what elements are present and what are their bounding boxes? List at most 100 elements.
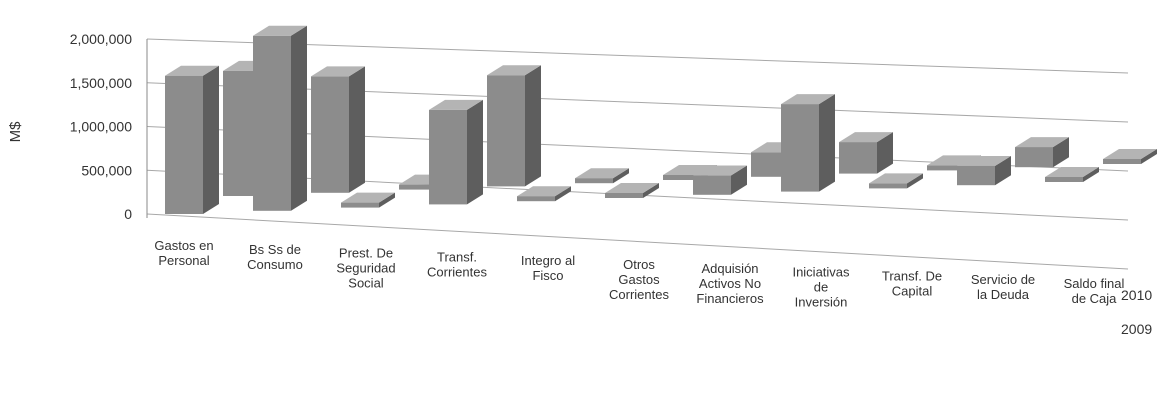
bar-top (165, 65, 219, 76)
bar (487, 65, 541, 187)
bar-top (1015, 137, 1069, 148)
bar-front (1015, 147, 1053, 168)
bar-top (253, 25, 307, 36)
bar-side (203, 65, 219, 214)
series-label-2010: 2010 (1121, 287, 1152, 303)
bar (575, 168, 629, 184)
bar-front (693, 175, 731, 195)
bar-side (1141, 149, 1157, 164)
category-label: Otros Gastos Corrientes (609, 257, 669, 302)
bar-front (927, 165, 965, 171)
bar-front (839, 142, 877, 174)
bar (253, 25, 307, 211)
bar-side (525, 65, 541, 187)
y-tick-label: 500,000 (81, 162, 132, 178)
bar (429, 99, 483, 205)
bar (517, 186, 571, 202)
y-axis-title: M$ (7, 121, 24, 142)
category-label: Saldo final de Caja (1064, 276, 1125, 306)
bar-front (429, 109, 467, 205)
category-label: Gastos en Personal (154, 238, 213, 268)
category-label: Servicio de la Deuda (971, 272, 1035, 302)
bar-side (819, 94, 835, 192)
bar (957, 155, 1011, 186)
y-axis: 2,000,000 1,500,000 1,000,000 500,000 0 (70, 31, 148, 222)
bar-front (311, 76, 349, 193)
bar-front (253, 35, 291, 211)
bar-top (781, 94, 835, 105)
y-tick-label: 0 (124, 206, 132, 222)
category-labels: Gastos en Personal Bs Ss de Consumo Prest. D… (154, 238, 1124, 310)
bar-front (341, 202, 379, 208)
bar-side (291, 25, 307, 211)
bar (693, 165, 747, 195)
bar-top (1103, 149, 1157, 159)
bar-side (555, 186, 571, 202)
bar-front (399, 184, 437, 190)
bar-top (839, 132, 893, 143)
bar-side (643, 183, 659, 198)
bar (839, 132, 893, 174)
bar-side (877, 132, 893, 174)
bar-top (311, 66, 365, 77)
bar-front (1103, 159, 1141, 164)
bar-side (379, 192, 395, 208)
category-label: Bs Ss de Consumo (247, 242, 303, 272)
category-label: Integro al Fisco (521, 253, 575, 283)
bars (165, 25, 1157, 214)
bar-side (349, 66, 365, 193)
gridlines (146, 38, 1129, 270)
bar (1045, 167, 1099, 182)
bar-top (575, 168, 629, 179)
category-label: Adquisión Activos No Financieros (696, 261, 764, 306)
bar (605, 183, 659, 198)
category-label: Prest. De Seguridad Social (336, 246, 395, 291)
bar-front (517, 196, 555, 202)
bar-front (869, 183, 907, 189)
bar (781, 94, 835, 192)
gridline (146, 213, 1129, 270)
bar-top (487, 65, 541, 76)
category-label: Iniciativas de Inversión (792, 265, 850, 310)
bar-top (517, 186, 571, 197)
category-label: Transf. Corrientes (427, 249, 487, 279)
bar-front (165, 75, 203, 214)
bar-top (869, 173, 923, 184)
category-label: Transf. De Capital (882, 268, 942, 298)
bar-front (487, 75, 525, 187)
bar (1015, 137, 1069, 168)
y-tick-label: 1,500,000 (70, 75, 132, 91)
bar (165, 65, 219, 214)
bar-top (429, 99, 483, 110)
series-labels: 2010 2009 (1121, 287, 1152, 337)
y-tick-label: 2,000,000 (70, 31, 132, 47)
bar (869, 173, 923, 189)
bar-side (731, 165, 747, 195)
y-tick-label: 1,000,000 (70, 119, 132, 135)
bar-front (1045, 177, 1083, 182)
bar-top (341, 192, 395, 203)
bar-side (613, 168, 629, 184)
bar-front (663, 175, 701, 180)
gridline (146, 38, 1129, 74)
bar-side (907, 173, 923, 189)
bar-front (575, 178, 613, 184)
bar-top (1045, 167, 1099, 177)
bar (311, 66, 365, 193)
bar-front (957, 165, 995, 186)
bar-side (995, 155, 1011, 186)
series-label-2009: 2009 (1121, 321, 1152, 337)
bar-top (693, 165, 747, 176)
bar-top (605, 183, 659, 193)
bar (1103, 149, 1157, 164)
bar-side (1053, 137, 1069, 168)
bar (341, 192, 395, 208)
bar-top (957, 155, 1011, 166)
bar-side (467, 99, 483, 205)
bar-front (781, 104, 819, 192)
bar-front (605, 193, 643, 198)
gridline (146, 82, 1129, 123)
bar-side (1083, 167, 1099, 182)
